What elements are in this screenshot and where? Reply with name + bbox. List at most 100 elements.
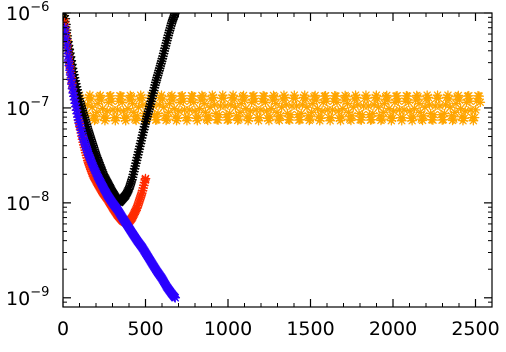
series-3-point-210 [295, 114, 305, 125]
series-3-point-43 [102, 106, 113, 116]
x-tick-label-5: 2500 [451, 318, 499, 340]
series-3-point-282 [378, 107, 389, 118]
series-3-point-224 [311, 95, 322, 105]
series-3-point-233 [321, 96, 332, 107]
series-3-point-361 [469, 112, 480, 123]
plot-frame [62, 12, 493, 308]
series-2-point-11 [67, 79, 77, 90]
series-2 [63, 22, 181, 303]
y-tick-label-2: 10−8 [6, 190, 49, 215]
series-3-point-184 [265, 111, 275, 122]
series-3-point-162 [239, 95, 250, 105]
series-3-point-74 [138, 99, 148, 110]
y-tick-label-1: 10−7 [6, 95, 49, 120]
series-3-point-65 [127, 98, 138, 109]
series-3-point-144 [219, 93, 229, 104]
series-3-point-259 [351, 92, 362, 103]
x-tick-label-1: 500 [127, 318, 163, 340]
series-3-point-206 [290, 93, 301, 104]
series-3-point-300 [399, 105, 409, 115]
series-3-point-157 [234, 114, 244, 124]
series-3-point-352 [459, 113, 469, 124]
series-3-point-365 [474, 91, 484, 102]
series-3-point-176 [255, 105, 266, 115]
series-3-point-69 [132, 110, 143, 121]
series-3-point-232 [320, 90, 331, 101]
series-3-point-330 [433, 93, 444, 104]
series-3-point-229 [317, 106, 327, 116]
series-3-point-291 [388, 106, 399, 116]
series-3-point-269 [363, 101, 374, 111]
series-3-point-51 [111, 112, 122, 123]
series-3-point-86 [152, 114, 162, 125]
series-3-point-167 [245, 106, 256, 116]
series-3-point-114 [184, 105, 195, 115]
series-3-point-113 [183, 112, 193, 123]
axis-layer: 0 500 1000 1500 2000 2500 10−6 10−7 10−8 10−9 [6, 0, 500, 340]
series-layer [63, 13, 486, 303]
series-3-point-219 [305, 114, 316, 124]
series-3-point-278 [373, 102, 384, 113]
series-3-point-273 [368, 108, 378, 119]
series-3-point-55 [116, 91, 126, 102]
series-3-point-290 [387, 113, 398, 124]
series-3-point-73 [137, 92, 147, 103]
series-3-point-158 [235, 107, 245, 118]
series-3-point-135 [208, 92, 219, 103]
series-3-point-207 [291, 101, 302, 111]
series-3-point-237 [326, 112, 337, 123]
series-3-point-339 [444, 94, 454, 104]
series-2-point-7 [64, 60, 75, 71]
series-3-point-220 [306, 107, 317, 118]
series-3-point-153 [229, 94, 240, 104]
series-3-point-100 [168, 95, 178, 105]
series-3-point-46 [105, 90, 116, 101]
series-3-point-179 [259, 91, 270, 102]
series-3-point-118 [188, 97, 199, 108]
series-3-point-166 [244, 113, 255, 124]
series-3-point-96 [163, 107, 174, 118]
series-3-point-317 [418, 110, 429, 121]
x-tick-label-3: 1500 [286, 318, 334, 340]
series-3-point-343 [448, 114, 459, 124]
series-3-point-353 [460, 106, 471, 116]
series-3-point-198 [281, 99, 292, 110]
series-3-point-250 [341, 91, 352, 102]
series-3-point-228 [316, 113, 326, 124]
series-3-point-277 [372, 94, 383, 104]
series-3-point-175 [254, 112, 265, 123]
series-3-point-322 [424, 99, 435, 110]
series-3-point-298 [396, 115, 407, 126]
series-3 [63, 13, 486, 126]
series-3-point-334 [438, 114, 449, 125]
series-3-point-201 [284, 115, 295, 125]
series-3-point-247 [337, 103, 348, 114]
x-tick-label-4: 2000 [369, 318, 417, 340]
series-3-point-366 [475, 97, 486, 108]
series-3-point-189 [270, 98, 281, 109]
series-3-point-105 [173, 106, 184, 116]
series-3-point-52 [112, 105, 123, 115]
series-3-point-117 [187, 91, 198, 102]
series-3-point-185 [266, 103, 277, 114]
x-tick-label-0: 0 [57, 318, 69, 340]
series-3-point-281 [377, 114, 387, 124]
series-3-point-42 [101, 113, 111, 124]
series-3-point-331 [435, 101, 445, 111]
series-3-point-34 [91, 107, 102, 118]
series-3-point-347 [453, 90, 464, 101]
series-3-point-312 [413, 91, 423, 102]
series-3-point-303 [402, 91, 413, 102]
series-3-point-145 [220, 101, 230, 111]
series-3-point-362 [470, 105, 481, 115]
series-3-point-202 [286, 109, 296, 120]
series-3-point-238 [327, 105, 338, 115]
series-3-point-260 [353, 99, 363, 110]
series-clip-group [63, 13, 486, 303]
series-3-point-268 [362, 93, 372, 104]
series-3-point-193 [275, 110, 286, 121]
series-3-point-321 [423, 92, 434, 103]
series-3-point-308 [408, 111, 419, 122]
series-3-point-136 [209, 99, 220, 110]
